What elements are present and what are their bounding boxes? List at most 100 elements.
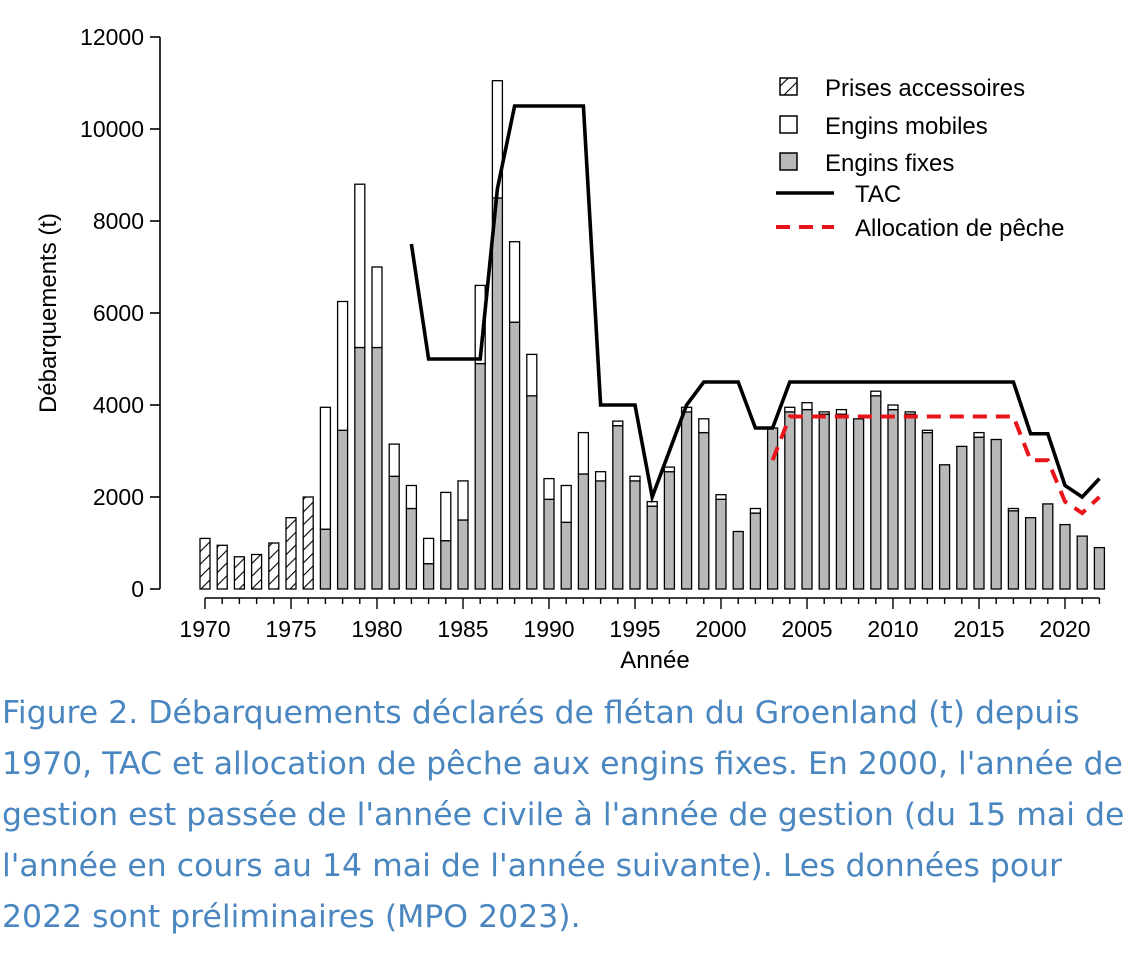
- bar-engins-mobiles-1979: [354, 183, 366, 349]
- bar-engins-mobiles-1999: [698, 418, 710, 434]
- bar-prises-accessoires-1974: [268, 542, 280, 590]
- y-tick-label-0: 0: [131, 576, 144, 602]
- chart-area: 0 2000 4000 6000 8000 10000 12000 1970 1975 1980 1…: [35, 24, 1106, 674]
- x-tick-label-2005: 2005: [781, 616, 832, 642]
- legend-label-tac: TAC: [855, 181, 901, 208]
- bar-engins-mobiles-2009: [870, 390, 882, 397]
- bar-engins-fixes-2022: [1093, 546, 1106, 590]
- bar-engins-mobiles-1990: [543, 477, 555, 500]
- y-tick-label-10000: 10000: [80, 116, 144, 142]
- bar-prises-accessoires-1971: [216, 544, 228, 590]
- bar-prises-accessoires-1975: [285, 517, 297, 590]
- bar-engins-mobiles-1991: [560, 484, 572, 523]
- bar-engins-fixes-2014: [956, 445, 968, 590]
- bar-engins-fixes-1999: [698, 431, 710, 590]
- bar-engins-fixes-1983: [422, 563, 435, 590]
- bar-engins-fixes-1980: [371, 346, 383, 590]
- bar-engins-mobiles-1982: [405, 484, 418, 510]
- y-tick-label-2000: 2000: [93, 484, 144, 510]
- bar-engins-fixes-2017: [1007, 510, 1020, 590]
- bar-engins-fixes-1990: [543, 498, 555, 590]
- bar-engins-fixes-2020: [1059, 523, 1071, 590]
- bar-engins-mobiles-1983: [422, 537, 435, 565]
- bar-engins-mobiles-1997: [663, 466, 676, 473]
- bar-engins-mobiles-1993: [594, 471, 607, 482]
- bar-engins-mobiles-2006: [818, 411, 830, 415]
- legend-label-engins-mobiles: Engins mobiles: [825, 113, 988, 140]
- bar-engins-fixes-2005: [801, 408, 813, 590]
- y-tick-label-6000: 6000: [93, 300, 144, 326]
- bar-engins-fixes-1979: [354, 346, 366, 590]
- bar-engins-fixes-2015: [973, 436, 985, 590]
- bar-engins-fixes-1992: [577, 473, 590, 590]
- bar-engins-fixes-1982: [405, 507, 418, 590]
- legend-swatch-engins-fixes: [779, 152, 798, 171]
- bar-engins-mobiles-1977: [319, 406, 332, 530]
- x-tick-label-2015: 2015: [953, 616, 1004, 642]
- x-tick-label-1980: 1980: [351, 616, 402, 642]
- bar-engins-mobiles-1995: [629, 475, 641, 482]
- bar-engins-mobiles-2011: [904, 411, 916, 415]
- bar-engins-fixes-1984: [440, 540, 452, 590]
- axes-group: 0 2000 4000 6000 8000 10000 12000 1970 1975 1980 1…: [35, 24, 1101, 674]
- bar-engins-fixes-1994: [612, 425, 624, 590]
- bar-prises-accessoires-1976: [302, 496, 314, 590]
- bar-engins-mobiles-1996: [646, 500, 658, 507]
- bar-engins-fixes-2008: [852, 418, 865, 590]
- line-allocation-de-p-che: [770, 414, 1101, 516]
- bar-engins-mobiles-2002: [749, 507, 762, 514]
- bar-engins-fixes-2009: [870, 395, 882, 590]
- bar-prises-accessoires-1972: [233, 556, 246, 590]
- bar-engins-fixes-1988: [508, 321, 521, 590]
- x-tick-label-2000: 2000: [695, 616, 746, 642]
- bar-engins-mobiles-1985: [457, 480, 469, 521]
- bar-engins-mobiles-2015: [973, 431, 985, 438]
- x-tick-label-1970: 1970: [179, 616, 230, 642]
- bar-engins-mobiles-2005: [801, 402, 813, 411]
- bars-group: [199, 80, 1106, 590]
- bar-engins-mobiles-2012: [921, 429, 934, 434]
- bar-engins-mobiles-1980: [371, 266, 383, 349]
- bar-engins-fixes-1997: [663, 471, 676, 590]
- legend-swatch-prises-accessoires: [779, 77, 798, 96]
- line-tac: [409, 104, 1101, 504]
- bar-engins-fixes-1993: [594, 480, 607, 590]
- bar-engins-fixes-2011: [904, 413, 916, 590]
- bar-prises-accessoires-1973: [250, 553, 263, 590]
- y-tick-label-8000: 8000: [93, 208, 144, 234]
- bar-engins-fixes-1987: [491, 197, 504, 590]
- bar-engins-mobiles-1992: [577, 431, 590, 475]
- bar-engins-fixes-2018: [1024, 517, 1037, 590]
- bar-engins-fixes-2019: [1042, 503, 1054, 590]
- bar-engins-fixes-2010: [887, 408, 899, 590]
- bar-engins-fixes-2007: [835, 413, 848, 590]
- x-tick-label-1995: 1995: [609, 616, 660, 642]
- x-tick-label-2010: 2010: [867, 616, 918, 642]
- bar-engins-mobiles-2000: [715, 494, 727, 500]
- bar-engins-fixes-1989: [526, 395, 538, 590]
- bar-engins-fixes-1978: [336, 429, 349, 590]
- bar-engins-fixes-2013: [938, 464, 951, 590]
- landings-chart: 0 2000 4000 6000 8000 10000 12000 1970 1975 1980 1…: [35, 24, 1106, 674]
- x-tick-label-1990: 1990: [523, 616, 574, 642]
- bar-engins-mobiles-1984: [440, 491, 452, 542]
- bar-engins-mobiles-1994: [612, 420, 624, 427]
- bar-engins-fixes-1995: [629, 480, 641, 590]
- legend-label-engins-fixes: Engins fixes: [825, 150, 954, 177]
- bar-engins-mobiles-1978: [336, 300, 349, 431]
- legend: Prises accessoires Engins mobiles Engins f…: [776, 75, 1064, 242]
- bar-engins-fixes-1986: [474, 362, 486, 590]
- bar-engins-mobiles-1981: [388, 443, 400, 477]
- bar-engins-mobiles-2007: [835, 408, 848, 415]
- bar-engins-mobiles-2017: [1007, 507, 1020, 512]
- y-axis-label: Débarquements (t): [35, 213, 62, 413]
- bar-engins-fixes-1977: [319, 528, 332, 590]
- bar-engins-fixes-1991: [560, 521, 572, 590]
- bar-prises-accessoires-1970: [199, 537, 211, 590]
- bar-engins-mobiles-2010: [887, 404, 899, 411]
- bar-engins-mobiles-1989: [526, 353, 538, 397]
- bar-engins-fixes-2000: [715, 498, 727, 590]
- bar-engins-mobiles-1988: [508, 241, 521, 323]
- bar-engins-fixes-2001: [732, 530, 744, 590]
- bar-engins-fixes-2002: [749, 512, 762, 590]
